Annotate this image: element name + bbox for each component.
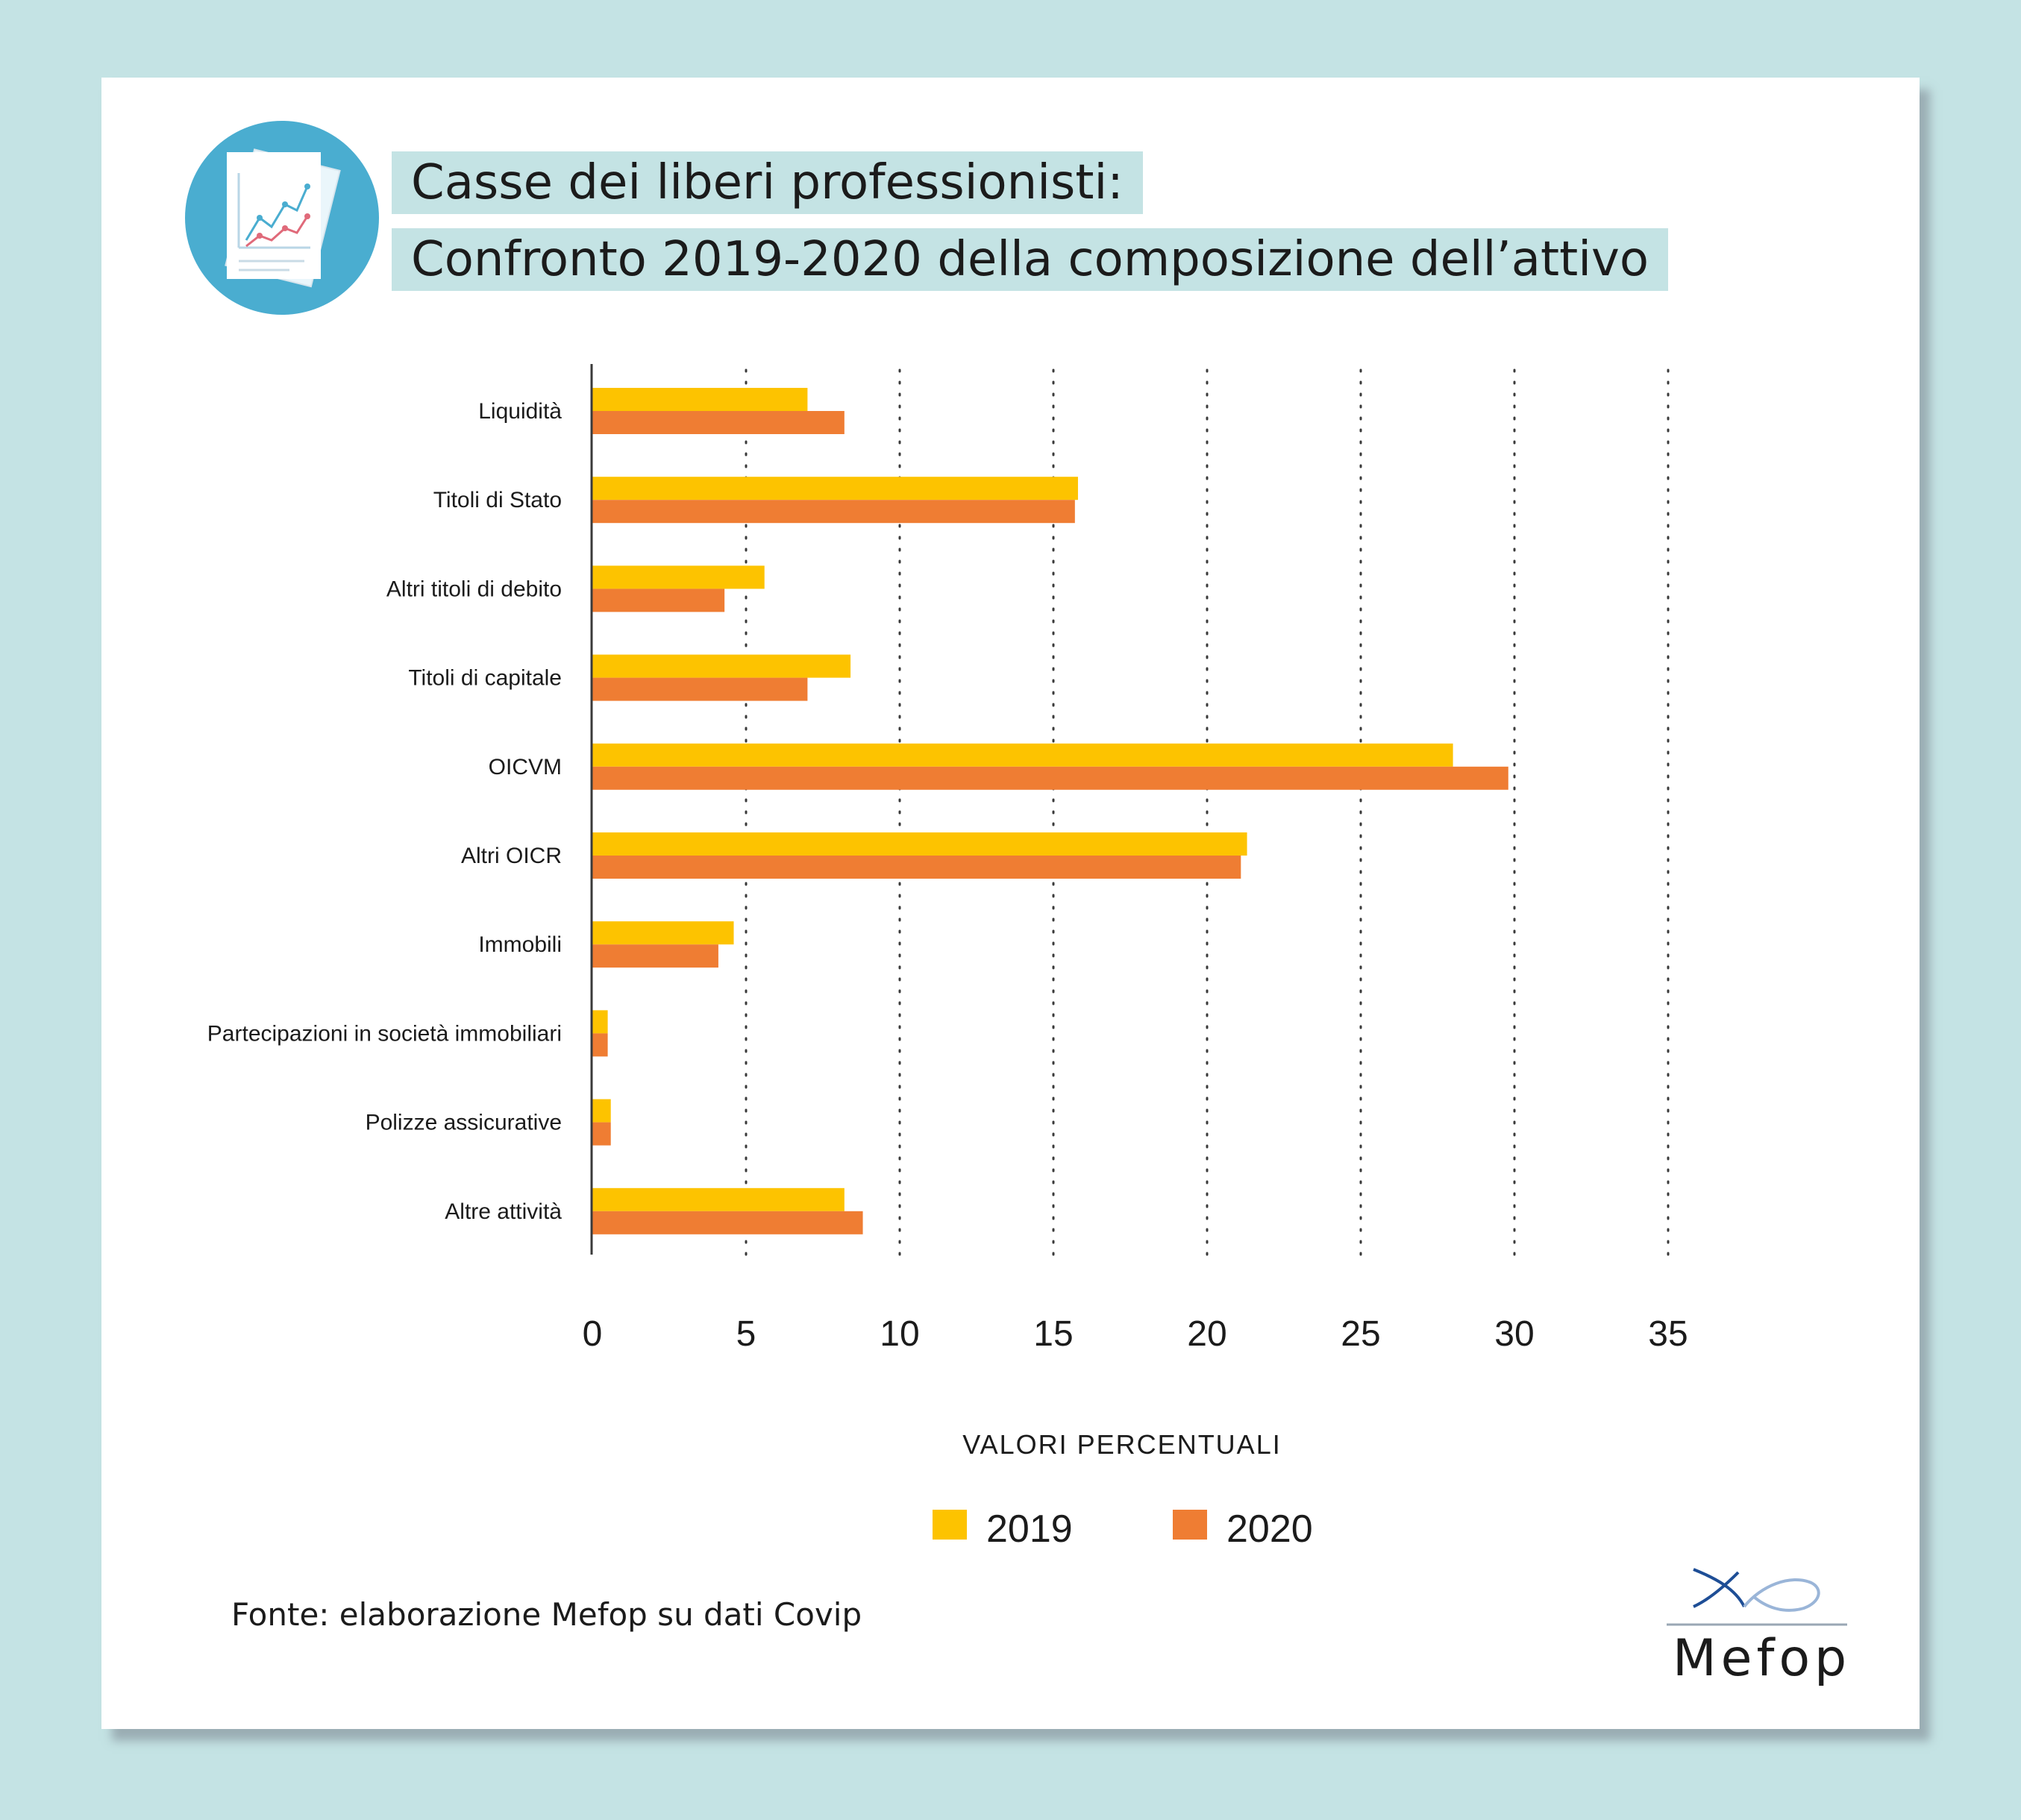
bar-2019 bbox=[592, 1010, 608, 1034]
bar-2019 bbox=[592, 477, 1078, 501]
x-tick-label: 10 bbox=[880, 1314, 919, 1354]
legend-swatch-2019 bbox=[933, 1510, 967, 1540]
category-label: Liquidità bbox=[478, 399, 562, 424]
category-label: Titoli di capitale bbox=[408, 666, 562, 691]
x-tick-label: 0 bbox=[583, 1314, 603, 1354]
category-label: Partecipazioni in società immobiliari bbox=[207, 1021, 562, 1046]
bar-2019 bbox=[592, 743, 1453, 767]
bar-2020 bbox=[592, 411, 845, 434]
category-label: Altri OICR bbox=[461, 844, 562, 868]
category-label: Immobili bbox=[478, 932, 562, 957]
title-line-2: Confronto 2019-2020 della composizione d… bbox=[392, 228, 1668, 291]
bar-chart: Liquidità Titoli di Stato Altri titoli di … bbox=[207, 364, 1688, 1551]
legend-label-2020: 2020 bbox=[1226, 1507, 1313, 1551]
x-tick-label: 5 bbox=[736, 1314, 756, 1354]
category-label: Titoli di Stato bbox=[433, 488, 562, 512]
brand-name: Mefop bbox=[1673, 1629, 1852, 1688]
bar-2020 bbox=[592, 766, 1508, 790]
source-note: Fonte: elaborazione Mefop su dati Covip bbox=[231, 1596, 862, 1633]
bar-2020 bbox=[592, 1033, 608, 1057]
legend-swatch-2020 bbox=[1173, 1510, 1207, 1540]
x-tick-label: 15 bbox=[1033, 1314, 1073, 1354]
category-label: Altri titoli di debito bbox=[386, 577, 562, 601]
bar-2020 bbox=[592, 500, 1075, 524]
legend-label-2019: 2019 bbox=[986, 1507, 1073, 1551]
bar-2020 bbox=[592, 1211, 863, 1234]
bar-2020 bbox=[592, 677, 808, 701]
bar-2019 bbox=[592, 921, 734, 945]
mefop-logo-icon bbox=[1667, 1568, 1847, 1626]
bar-2019 bbox=[592, 388, 808, 411]
category-label: Polizze assicurative bbox=[366, 1111, 562, 1135]
bar-2020 bbox=[592, 944, 718, 968]
infographic-card: Casse dei liberi professionisti: Confron… bbox=[101, 78, 1920, 1729]
category-label: OICVM bbox=[489, 755, 562, 779]
bar-2020 bbox=[592, 1122, 611, 1146]
bar-2019 bbox=[592, 1099, 611, 1123]
chart-document-icon bbox=[185, 121, 379, 315]
x-tick-label: 20 bbox=[1187, 1314, 1226, 1354]
bar-2020 bbox=[592, 856, 1241, 879]
bar-2019 bbox=[592, 832, 1247, 856]
legend: 2019 2020 bbox=[933, 1507, 1313, 1551]
x-axis-title: VALORI PERCENTUALI bbox=[962, 1429, 1281, 1460]
x-tick-label: 30 bbox=[1494, 1314, 1534, 1354]
bar-2019 bbox=[592, 654, 851, 678]
bar-2020 bbox=[592, 589, 725, 612]
x-tick-label: 25 bbox=[1341, 1314, 1380, 1354]
category-label: Altre attività bbox=[445, 1199, 562, 1224]
title-line-1: Casse dei liberi professionisti: bbox=[392, 151, 1143, 214]
bar-2019 bbox=[592, 1187, 845, 1211]
bar-2019 bbox=[592, 565, 765, 589]
x-tick-label: 35 bbox=[1648, 1314, 1688, 1354]
